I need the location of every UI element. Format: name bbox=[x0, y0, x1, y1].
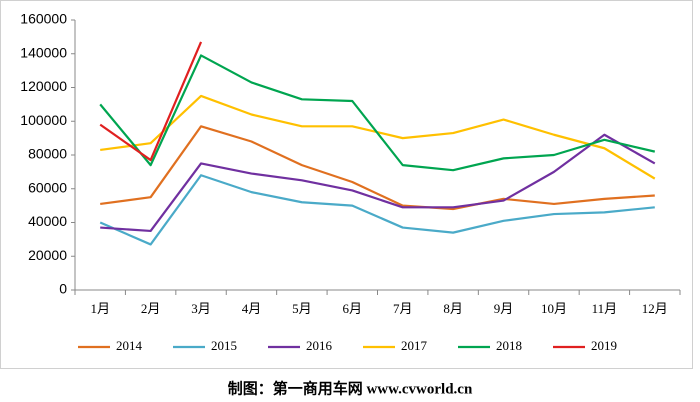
legend-label: 2018 bbox=[496, 338, 522, 353]
x-tick-label: 12月 bbox=[642, 301, 668, 316]
legend-label: 2016 bbox=[306, 338, 333, 353]
legend-label: 2014 bbox=[116, 338, 143, 353]
x-tick-label: 11月 bbox=[592, 301, 618, 316]
footer: 制图：第一商用车网 www.cvworld.cn bbox=[228, 379, 473, 397]
y-tick-label: 140000 bbox=[20, 44, 67, 60]
x-tick-label: 4月 bbox=[242, 301, 262, 316]
legend-label: 2019 bbox=[591, 338, 617, 353]
y-tick-label: 60000 bbox=[28, 179, 67, 195]
legend-label: 2017 bbox=[401, 338, 428, 353]
series-line bbox=[99, 41, 203, 162]
legend-label: 2015 bbox=[211, 338, 237, 353]
x-tick-label: 1月 bbox=[90, 301, 110, 316]
y-tick-label: 20000 bbox=[28, 247, 67, 263]
x-tick-label: 7月 bbox=[393, 301, 413, 316]
x-tick-label: 2月 bbox=[141, 301, 161, 316]
x-tick-label: 10月 bbox=[541, 301, 567, 316]
x-tick-label: 3月 bbox=[191, 301, 211, 316]
y-tick-label: 100000 bbox=[20, 112, 67, 128]
series-line bbox=[99, 54, 656, 172]
series-line bbox=[100, 94, 656, 180]
series-line bbox=[99, 174, 655, 246]
y-tick-label: 120000 bbox=[20, 78, 67, 94]
series-line bbox=[100, 125, 655, 211]
y-tick-label: 160000 bbox=[20, 11, 67, 27]
x-tick-label: 5月 bbox=[292, 301, 312, 316]
y-tick-label: 0 bbox=[59, 281, 67, 297]
y-tick-label: 80000 bbox=[28, 146, 67, 162]
chart-frame bbox=[0, 0, 693, 369]
x-tick-label: 8月 bbox=[443, 301, 463, 316]
x-tick-label: 9月 bbox=[494, 301, 514, 316]
y-tick-label: 40000 bbox=[28, 213, 67, 229]
x-tick-label: 6月 bbox=[343, 301, 363, 316]
series-line bbox=[100, 133, 656, 233]
